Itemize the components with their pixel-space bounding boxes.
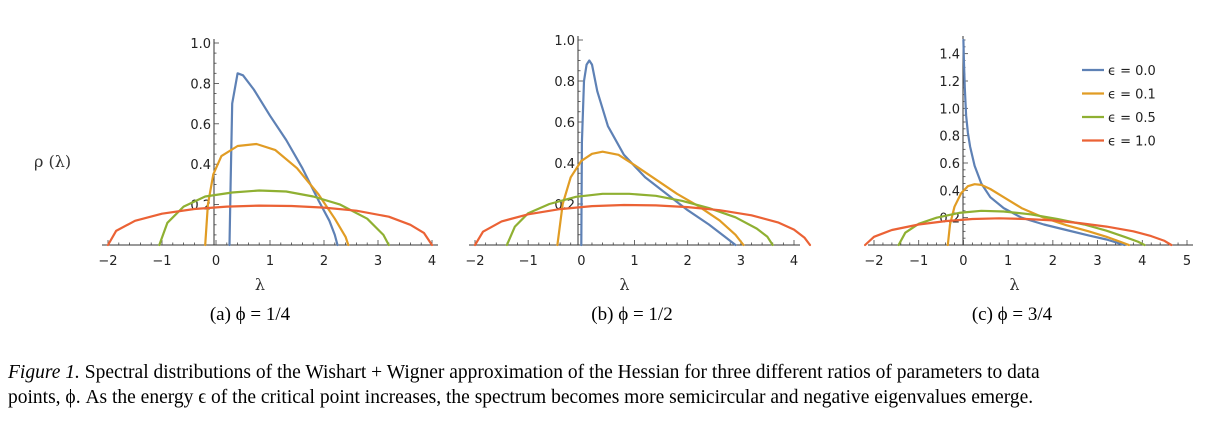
x-tick-label: −1 xyxy=(909,254,928,269)
y-tick-label: 1.0 xyxy=(190,37,211,52)
series-line-0 xyxy=(962,38,1126,247)
x-tick-label: 1 xyxy=(1004,254,1012,269)
series-line-3 xyxy=(473,203,812,247)
x-tick-label: 4 xyxy=(790,254,798,269)
y-tick-label: 1.2 xyxy=(939,75,960,90)
legend-label: ϵ = 0.5 xyxy=(1108,111,1156,126)
x-tick-label: 3 xyxy=(374,254,382,269)
legend: ϵ = 0.0 ϵ = 0.1 ϵ = 0.5 ϵ = 1.0 xyxy=(1082,64,1156,150)
x-tick-label: 0 xyxy=(577,254,585,269)
series-line-0 xyxy=(228,72,339,247)
chart-panel-1: −2 −1 0 1 2 3 40.20.40.60.81.0λ(a) ϕ = 1/4 xyxy=(98,37,438,325)
y-axis-label: ρ (λ) xyxy=(34,152,71,171)
x-axis-label: λ xyxy=(619,275,629,294)
legend-label: ϵ = 0.1 xyxy=(1108,88,1156,103)
x-tick-label: −2 xyxy=(465,254,484,269)
legend-label: ϵ = 0.0 xyxy=(1108,64,1156,79)
series-line-2 xyxy=(897,209,1146,247)
legend-label: ϵ = 1.0 xyxy=(1108,135,1156,150)
x-tick-label: 1 xyxy=(266,254,274,269)
x-tick-label: 1 xyxy=(630,254,638,269)
series-line-1 xyxy=(556,150,745,247)
y-tick-label: 0.8 xyxy=(939,130,960,145)
x-tick-label: 2 xyxy=(1049,254,1057,269)
y-tick-label: 1.4 xyxy=(939,48,960,63)
y-tick-label: 0.6 xyxy=(190,118,211,133)
x-tick-label: −1 xyxy=(519,254,538,269)
y-tick-label: 0.4 xyxy=(939,184,960,199)
series-line-2 xyxy=(158,189,390,247)
subcaption: (c) ϕ = 3/4 xyxy=(972,304,1053,325)
y-tick-label: 1.0 xyxy=(939,102,960,117)
series-line-1 xyxy=(204,142,350,247)
caption-lead: Figure 1. xyxy=(8,362,80,383)
x-tick-label: 0 xyxy=(212,254,220,269)
figure-caption: Figure 1. Spectral distributions of the … xyxy=(8,360,1224,410)
x-tick-label: 4 xyxy=(428,254,436,269)
series-line-3 xyxy=(106,204,434,247)
series-line-1 xyxy=(946,183,1131,247)
caption-line1: Spectral distributions of the Wishart + … xyxy=(79,362,1040,383)
x-tick-label: 5 xyxy=(1183,254,1191,269)
x-tick-label: −2 xyxy=(98,254,117,269)
x-tick-label: 2 xyxy=(684,254,692,269)
y-tick-label: 0.6 xyxy=(939,157,960,172)
x-tick-label: 3 xyxy=(737,254,745,269)
y-tick-label: 0.4 xyxy=(190,158,211,173)
series-line-3 xyxy=(863,217,1173,247)
x-tick-label: 2 xyxy=(320,254,328,269)
series-line-2 xyxy=(505,192,774,247)
x-tick-label: 4 xyxy=(1138,254,1146,269)
x-tick-label: 3 xyxy=(1093,254,1101,269)
x-axis-label: λ xyxy=(255,275,265,294)
x-tick-label: −2 xyxy=(864,254,883,269)
x-tick-label: 0 xyxy=(959,254,967,269)
y-tick-label: 0.6 xyxy=(554,116,575,131)
y-tick-label: 1.0 xyxy=(554,34,575,49)
x-tick-label: −1 xyxy=(152,254,171,269)
chart-panel-3: −2 −1 0 1 2 3 4 50.20.40.60.81.01.21.4λ(c) ϕ = … xyxy=(863,36,1193,325)
y-tick-label: 0.8 xyxy=(190,77,211,92)
subcaption: (b) ϕ = 1/2 xyxy=(591,304,672,325)
subcaption: (a) ϕ = 1/4 xyxy=(210,304,291,325)
x-axis-label: λ xyxy=(1009,275,1019,294)
chart-panel-2: −2 −1 0 1 2 3 40.20.40.60.81.0λ(b) ϕ = 1/2 xyxy=(465,34,812,325)
y-tick-label: 0.4 xyxy=(554,157,575,172)
series-line-0 xyxy=(580,59,737,247)
caption-line2: points, ϕ. As the energy ϵ of the critic… xyxy=(8,387,1034,408)
y-tick-label: 0.8 xyxy=(554,75,575,90)
